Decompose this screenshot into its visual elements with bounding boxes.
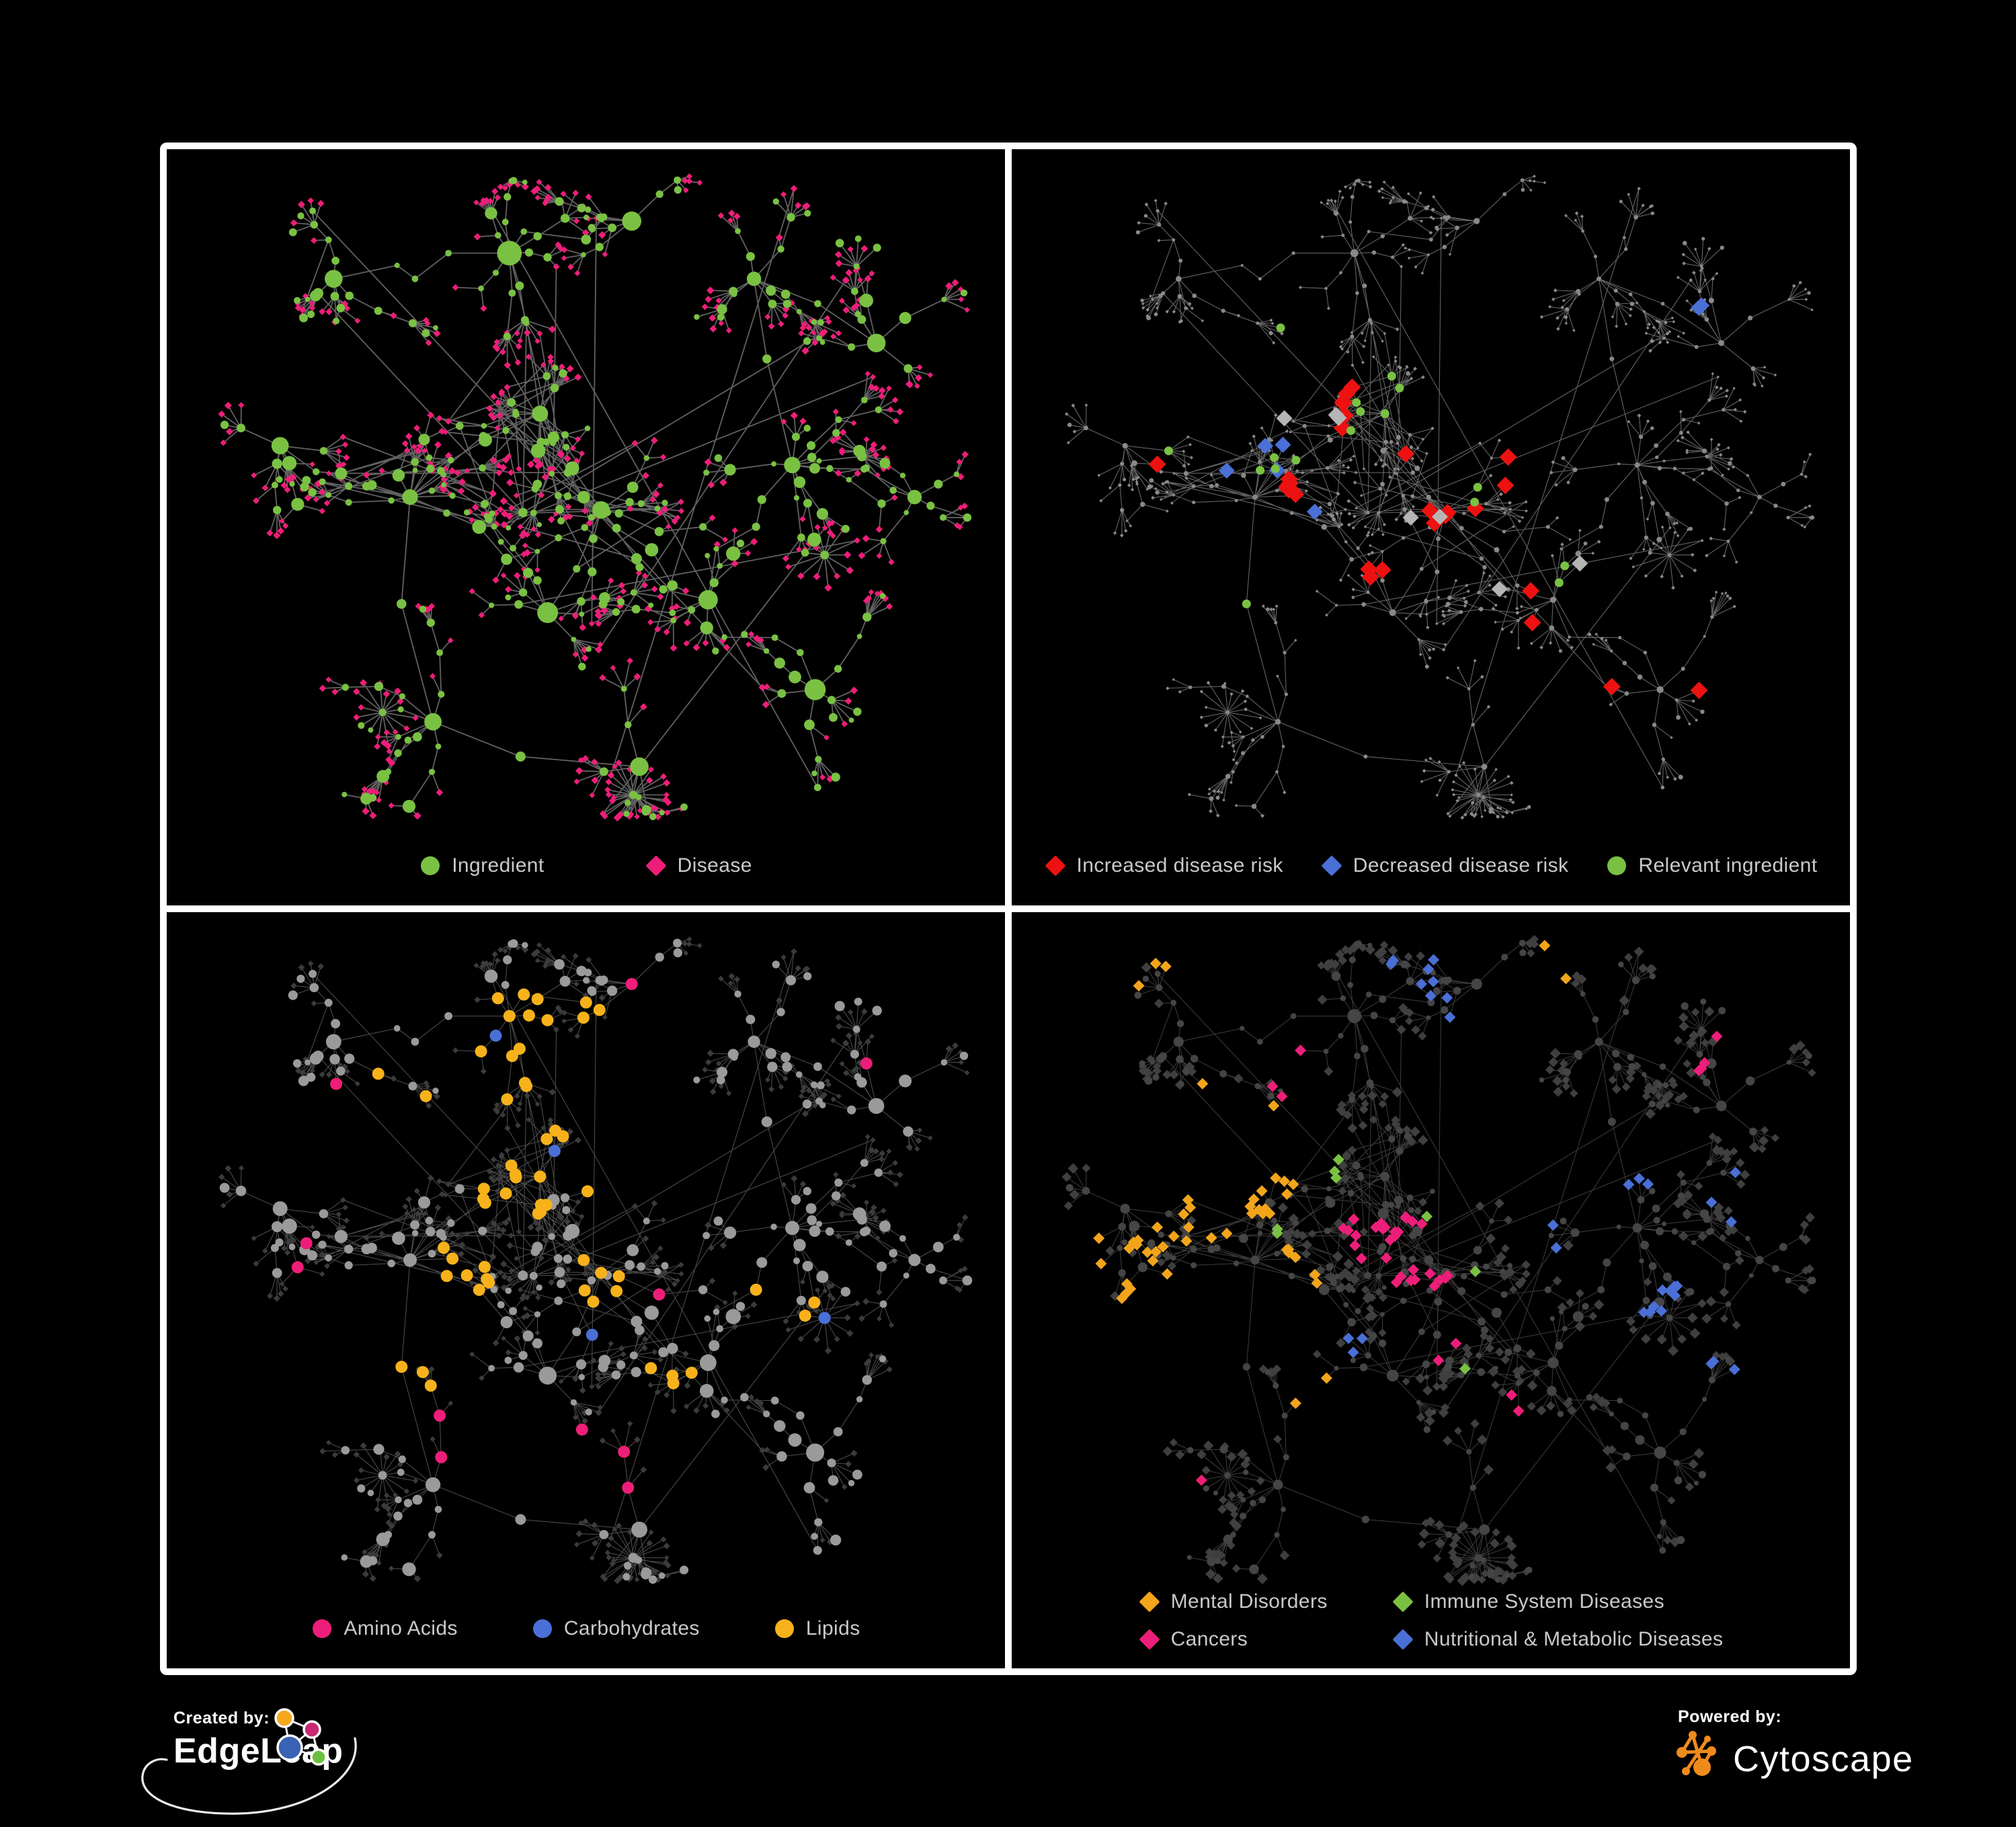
increased-risk-swatch-icon	[1045, 855, 1066, 877]
panel-macronutrients: Amino Acids Carbohydrates Lipids	[167, 912, 1005, 1668]
panel-disease-classes: Mental Disorders Immune System Diseases …	[1012, 912, 1850, 1668]
ingredient-disease-network-graph	[218, 173, 972, 822]
legend-label: Carbohydrates	[563, 1617, 700, 1639]
disease-classes-network-graph	[1061, 934, 1816, 1586]
disease-swatch-icon	[645, 855, 667, 877]
amino-acids-swatch-icon	[311, 1618, 333, 1639]
legend-item-nutritional-metabolic-diseases: Nutritional & Metabolic Diseases	[1392, 1628, 1724, 1651]
legend-item-immune-system-diseases: Immune System Diseases	[1392, 1590, 1724, 1613]
legend-item-increased-risk: Increased disease risk	[1045, 854, 1283, 877]
mental-disorders-swatch-icon	[1139, 1591, 1160, 1613]
legend-ingredient-disease: Ingredient Disease	[167, 854, 1005, 877]
legend-disease-classes: Mental Disorders Immune System Diseases …	[1012, 1590, 1850, 1651]
decreased-risk-swatch-icon	[1321, 855, 1342, 877]
lipids-swatch-icon	[774, 1618, 795, 1639]
legend-label: Increased disease risk	[1076, 854, 1283, 877]
ingredient-swatch-icon	[419, 855, 441, 877]
cytoscape-wordmark: Cytoscape	[1733, 1739, 1914, 1779]
edgeleap-credit: Created by: EdgeLeap	[141, 1708, 357, 1815]
legend-item-amino-acids: Amino Acids	[311, 1617, 457, 1640]
legend-item-mental-disorders: Mental Disorders	[1139, 1590, 1328, 1613]
cytoscape-credit: Powered by: Cytoscape	[1675, 1707, 1914, 1790]
legend-label: Nutritional & Metabolic Diseases	[1424, 1628, 1724, 1650]
panel-disease-risk: Increased disease risk Decreased disease…	[1012, 149, 1850, 905]
powered-by-label: Powered by:	[1678, 1707, 1782, 1726]
legend-item-relevant-ingredient: Relevant ingredient	[1606, 854, 1817, 877]
disease-risk-network-graph	[1065, 174, 1815, 820]
immune-system-swatch-icon	[1392, 1591, 1414, 1613]
legend-label: Cancers	[1170, 1628, 1248, 1650]
legend-label: Mental Disorders	[1170, 1590, 1328, 1613]
legend-label: Relevant ingredient	[1638, 854, 1818, 877]
panel-grid-frame: Ingredient Disease Increased disease ris…	[160, 143, 1857, 1675]
carbohydrates-swatch-icon	[532, 1618, 553, 1639]
relevant-ingredient-swatch-icon	[1606, 855, 1627, 877]
legend-label: Amino Acids	[344, 1617, 458, 1639]
legend-item-cancers: Cancers	[1139, 1628, 1328, 1651]
legend-label: Immune System Diseases	[1424, 1590, 1664, 1613]
cytoscape-logo-icon	[1677, 1731, 1716, 1776]
legend-item-lipids: Lipids	[774, 1617, 860, 1640]
legend-macronutrients: Amino Acids Carbohydrates Lipids	[167, 1617, 1005, 1640]
legend-item-ingredient: Ingredient	[419, 854, 544, 877]
legend-label: Lipids	[805, 1617, 860, 1639]
panel-ingredient-disease: Ingredient Disease	[167, 149, 1005, 905]
nutritional-metabolic-swatch-icon	[1392, 1629, 1414, 1650]
macronutrients-network-graph	[218, 936, 973, 1584]
legend-label: Decreased disease risk	[1353, 854, 1569, 877]
legend-item-decreased-risk: Decreased disease risk	[1321, 854, 1569, 877]
legend-item-disease: Disease	[645, 854, 752, 877]
created-by-label: Created by:	[173, 1709, 270, 1728]
legend-item-carbohydrates: Carbohydrates	[532, 1617, 700, 1640]
legend-label: Ingredient	[452, 854, 545, 877]
cancers-swatch-icon	[1139, 1629, 1160, 1650]
edgeleap-logo-icon	[274, 1708, 327, 1766]
legend-disease-risk: Increased disease risk Decreased disease…	[1012, 854, 1850, 877]
legend-label: Disease	[677, 854, 752, 877]
